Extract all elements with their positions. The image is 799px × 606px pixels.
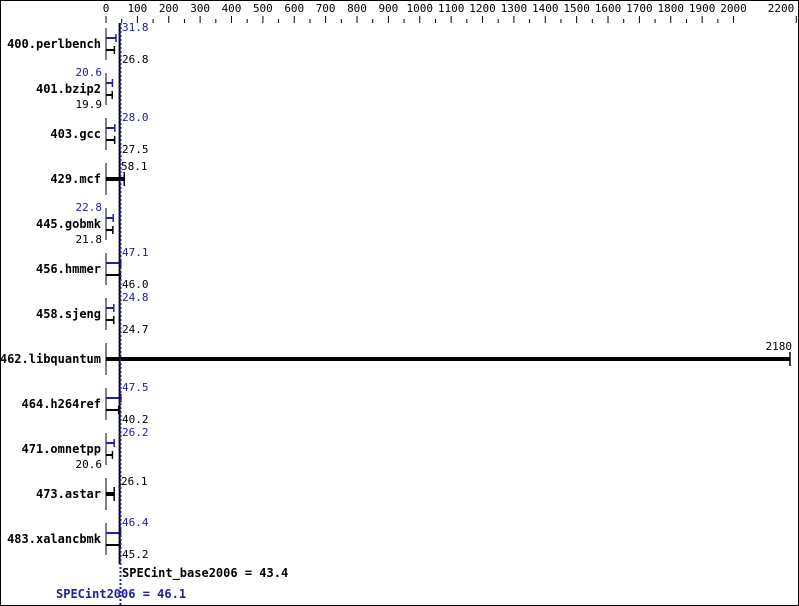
base-value-label: 19.9 <box>76 98 103 111</box>
category-label: 445.gobmk <box>36 217 102 231</box>
x-tick-label: 500 <box>253 2 273 15</box>
category-label: 471.omnetpp <box>22 442 101 456</box>
base-mean-label: SPECint_base2006 = 43.4 <box>122 566 288 581</box>
peak-value-label: 24.8 <box>122 291 149 304</box>
x-tick-label: 400 <box>222 2 242 15</box>
base-value-label: 40.2 <box>122 413 149 426</box>
x-tick-label: 2200 <box>768 2 795 15</box>
peak-value-label: 46.4 <box>122 516 149 529</box>
x-tick-label: 1900 <box>689 2 716 15</box>
base-value-label: 45.2 <box>122 548 149 561</box>
category-label: 483.xalancbmk <box>7 532 102 546</box>
peak-value-label: 22.8 <box>76 201 103 214</box>
base-value-label: 24.7 <box>122 323 149 336</box>
base-value-label: 26.8 <box>122 53 149 66</box>
x-tick-label: 1000 <box>407 2 434 15</box>
category-label: 401.bzip2 <box>36 82 101 96</box>
x-tick-label: 100 <box>127 2 147 15</box>
category-label: 403.gcc <box>50 127 101 141</box>
x-tick-label: 1700 <box>626 2 653 15</box>
peak-value-label: 28.0 <box>122 111 149 124</box>
category-label: 429.mcf <box>50 172 101 186</box>
category-label: 458.sjeng <box>36 307 101 321</box>
base-value-label: 20.6 <box>76 458 103 471</box>
base-value-label: 26.1 <box>121 475 148 488</box>
x-tick-label: 900 <box>378 2 398 15</box>
peak-mean-label: SPECint2006 = 46.1 <box>56 587 186 601</box>
peak-value-label: 26.2 <box>122 426 149 439</box>
x-tick-label: 600 <box>284 2 304 15</box>
x-tick-label: 700 <box>316 2 336 15</box>
peak-value-label: 31.8 <box>122 21 149 34</box>
base-value-label: 27.5 <box>122 143 149 156</box>
base-value-label: 21.8 <box>76 233 103 246</box>
base-value-label: 46.0 <box>122 278 149 291</box>
x-tick-label: 1800 <box>658 2 685 15</box>
x-tick-label: 200 <box>159 2 179 15</box>
x-tick-label: 2000 <box>720 2 747 15</box>
x-tick-label: 800 <box>347 2 367 15</box>
x-tick-label: 1300 <box>501 2 528 15</box>
peak-value-label: 47.5 <box>122 381 149 394</box>
category-label: 400.perlbench <box>7 37 101 51</box>
x-tick-label: 1100 <box>438 2 465 15</box>
x-tick-label: 1400 <box>532 2 559 15</box>
x-tick-label: 1600 <box>595 2 622 15</box>
base-value-label: 58.1 <box>121 160 148 173</box>
category-label: 473.astar <box>36 487 101 501</box>
peak-value-label: 47.1 <box>122 246 149 259</box>
x-tick-label: 1200 <box>469 2 496 15</box>
x-tick-label: 300 <box>190 2 210 15</box>
base-value-label: 2180 <box>766 340 793 353</box>
x-tick-label: 0 <box>103 2 110 15</box>
peak-value-label: 20.6 <box>76 66 103 79</box>
category-label: 462.libquantum <box>1 352 101 366</box>
x-tick-label: 1500 <box>563 2 590 15</box>
category-label: 464.h264ref <box>22 397 101 411</box>
category-label: 456.hmmer <box>36 262 101 276</box>
